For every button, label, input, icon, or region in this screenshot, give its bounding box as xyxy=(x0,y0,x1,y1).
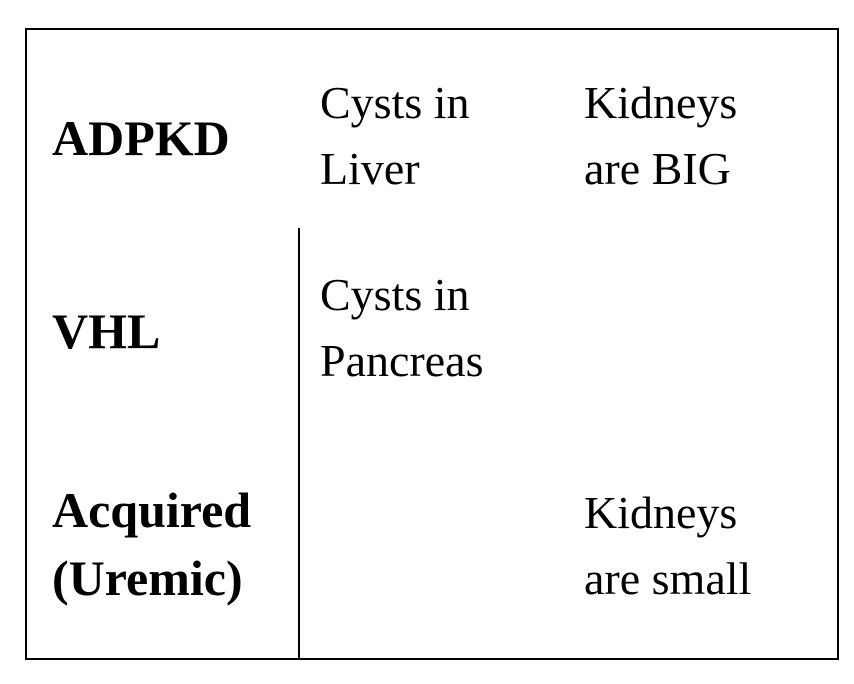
row-label-line: VHL xyxy=(52,303,161,359)
cysts-text-line: Liver xyxy=(320,143,420,194)
row-label-vhl: VHL xyxy=(52,297,160,365)
kidney-cell-acquired: Kidneys are small xyxy=(584,480,751,612)
cysts-cell-vhl: Cysts in Pancreas xyxy=(320,262,483,394)
column-divider xyxy=(298,228,300,660)
row-label-line: ADPKD xyxy=(52,110,230,166)
row-label-line: (Uremic) xyxy=(52,550,243,606)
table-frame xyxy=(25,28,839,660)
cysts-text-line: Cysts in xyxy=(320,77,470,128)
kidney-text-line: Kidneys xyxy=(584,487,738,538)
kidney-text-line: Kidneys xyxy=(584,77,738,128)
cysts-text-line: Cysts in xyxy=(320,269,470,320)
kidney-cell-adpkd: Kidneys are BIG xyxy=(584,70,737,202)
kidney-text-line: are small xyxy=(584,553,752,604)
row-label-acquired: Acquired (Uremic) xyxy=(52,476,251,612)
cysts-cell-adpkd: Cysts in Liver xyxy=(320,70,470,202)
row-label-adpkd: ADPKD xyxy=(52,104,230,172)
row-label-line: Acquired xyxy=(52,482,252,538)
cysts-text-line: Pancreas xyxy=(320,335,484,386)
kidney-text-line: are BIG xyxy=(584,143,731,194)
